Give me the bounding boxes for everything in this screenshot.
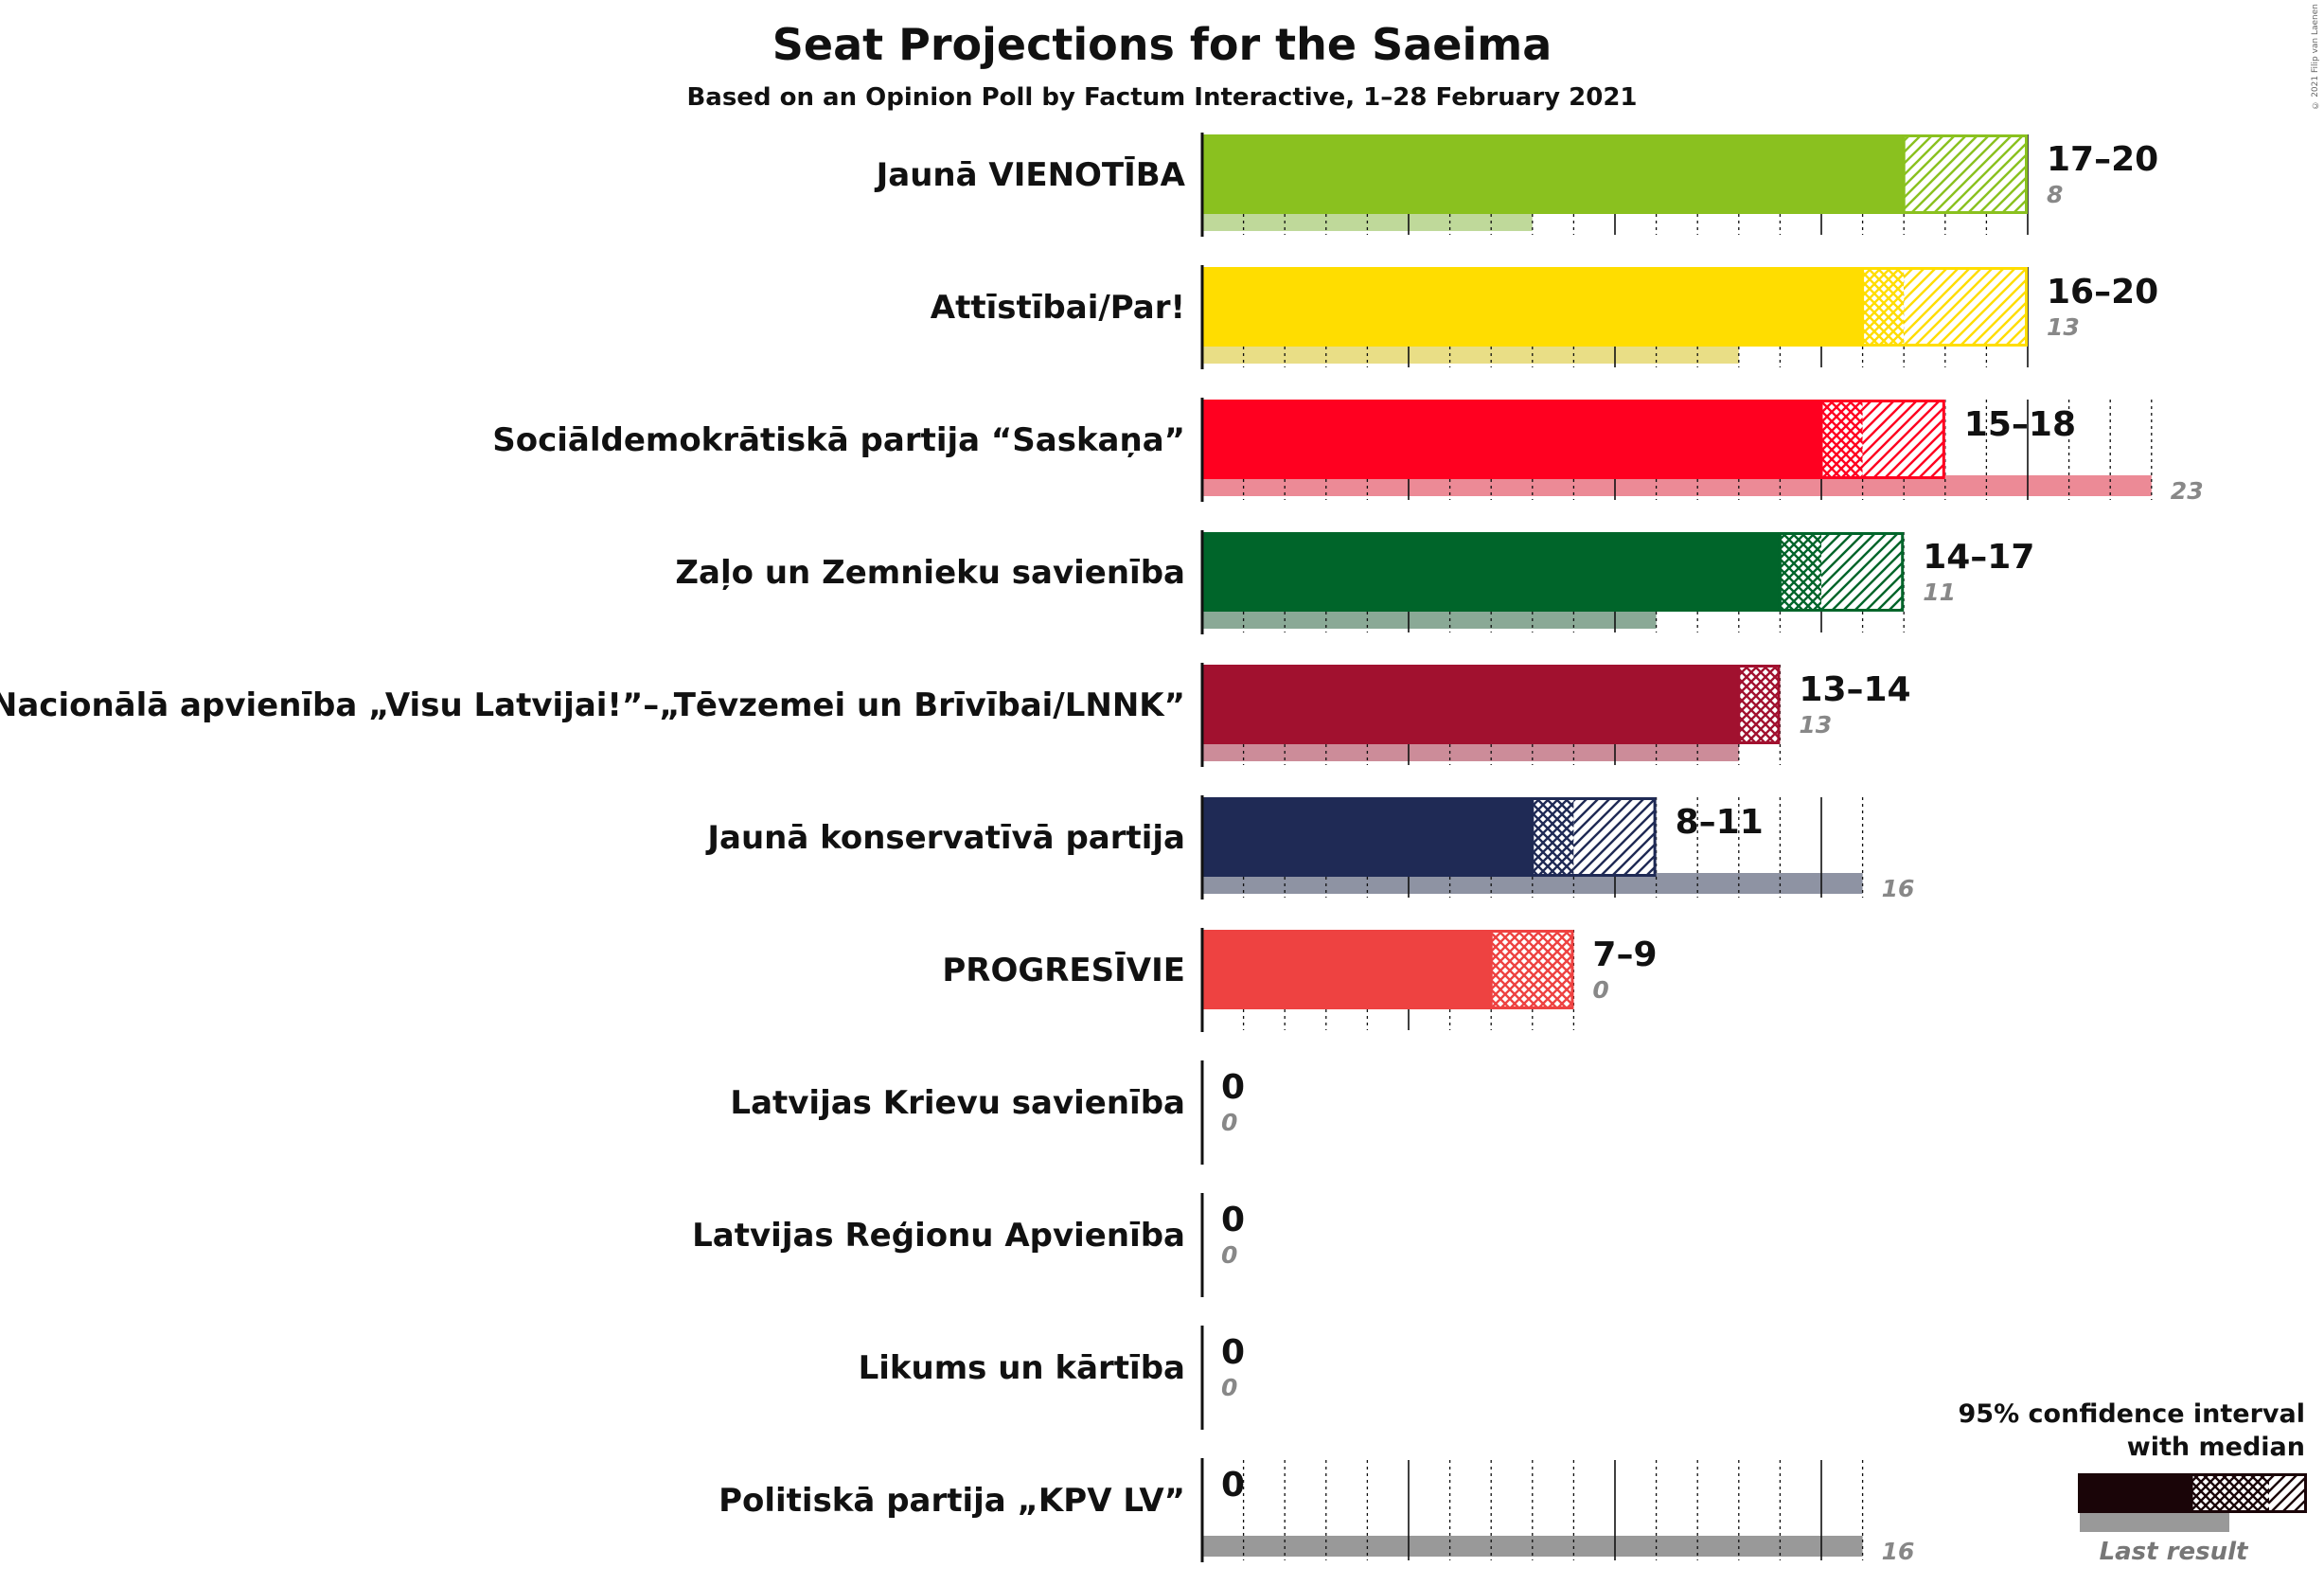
party-label: PROGRESĪVIE: [942, 952, 1185, 989]
party-label: Latvijas Krievu savienība: [730, 1084, 1185, 1122]
legend-ci-outline: [2190, 1473, 2307, 1513]
party-row: [1200, 663, 1782, 767]
ci-upper-segment: [1573, 797, 1657, 877]
range-label: 0: [1221, 1068, 1245, 1107]
ci-lower-segment: [1532, 797, 1574, 877]
ci-upper-segment: [1862, 400, 1945, 479]
legend-subtitle: with median: [2127, 1433, 2305, 1462]
legend-cross-swatch: [2191, 1473, 2269, 1513]
chart-subtitle: Based on an Opinion Poll by Factum Inter…: [686, 83, 1638, 112]
party-row: [1200, 795, 1864, 899]
party-label: Likums un kārtība: [859, 1349, 1185, 1387]
last-result-label: 8: [2047, 181, 2063, 208]
projection-bar-solid: [1202, 134, 1905, 214]
ci-outline: [1778, 532, 1905, 612]
ci-upper-segment: [1821, 532, 1905, 612]
party-row: [1200, 133, 2029, 237]
range-label: 7–9: [1592, 935, 1657, 974]
ci-upper-segment: [1904, 134, 2028, 214]
legend-solid-swatch: [2078, 1473, 2191, 1513]
projection-bar-solid: [1202, 665, 1739, 744]
legend-title: 95% confidence interval: [1959, 1399, 2305, 1429]
last-result-label: 0: [1221, 1374, 1237, 1401]
range-label: 17–20: [2047, 140, 2158, 179]
ci-lower-segment: [1821, 400, 1863, 479]
last-result-label: 11: [1923, 579, 1956, 606]
party-label: Nacionālā apvienība „Visu Latvijai!”–„Tē…: [0, 686, 1185, 724]
party-label: Jaunā VIENOTĪBA: [875, 156, 1186, 194]
projection-bar-solid: [1202, 532, 1781, 612]
projection-bar-solid: [1202, 400, 1821, 479]
ci-outline: [1861, 267, 2028, 347]
legend-last-label: Last result: [2100, 1538, 2249, 1566]
party-row: [1200, 398, 2153, 502]
projection-bar-solid: [1202, 797, 1533, 877]
party-row: [1200, 1458, 1864, 1562]
ci-upper-segment: [1904, 267, 2028, 347]
party-label: Attīstībai/Par!: [931, 289, 1185, 327]
ci-outline: [1902, 134, 2028, 214]
legend-last-swatch: [2080, 1511, 2229, 1532]
last-result-bar: [1202, 475, 2152, 496]
party-label: Jaunā konservatīvā partija: [705, 819, 1185, 857]
ci-lower-segment: [1491, 930, 1574, 1009]
range-label: 16–20: [2047, 273, 2158, 312]
range-label: 15–18: [1964, 405, 2076, 444]
party-row: [1200, 530, 1905, 634]
party-label: Politiskā partija „KPV LV”: [718, 1482, 1185, 1520]
ci-outline: [1531, 797, 1657, 877]
ci-lower-segment: [1780, 532, 1821, 612]
last-result-bar: [1202, 608, 1657, 629]
range-label: 13–14: [1799, 670, 1910, 709]
party-label: Latvijas Reģionu Apvienība: [692, 1217, 1185, 1255]
last-result-bar: [1202, 343, 1739, 364]
range-label: 0: [1221, 1333, 1245, 1372]
ci-lower-segment: [1738, 665, 1781, 744]
party-label: Sociāldemokrātiskā partija “Saskaņa”: [492, 421, 1185, 459]
party-row: [1200, 928, 1575, 1032]
range-label: 8–11: [1676, 803, 1764, 842]
last-result-label: 23: [2171, 477, 2204, 505]
range-label: 0: [1221, 1466, 1245, 1505]
last-result-label: 0: [1221, 1241, 1237, 1269]
legend: [2078, 1473, 2307, 1532]
party-row: [1200, 265, 2029, 369]
ci-lower-segment: [1862, 267, 1905, 347]
party-label: Zaļo un Zemnieku savienība: [675, 554, 1185, 592]
ci-outline: [1489, 930, 1574, 1009]
projection-bar-solid: [1202, 267, 1863, 347]
chart-title: Seat Projections for the Saeima: [772, 19, 1552, 70]
range-label: 0: [1221, 1201, 1245, 1239]
last-result-label: 13: [2047, 313, 2080, 341]
last-result-bar: [1202, 740, 1739, 761]
last-result-label: 13: [1799, 711, 1832, 739]
last-result-label: 0: [1592, 976, 1608, 1004]
last-result-label: 16: [1882, 1538, 1915, 1565]
projection-bar-solid: [1202, 930, 1492, 1009]
ci-outline: [1737, 665, 1781, 744]
last-result-label: 0: [1221, 1109, 1237, 1136]
legend-hatch-swatch: [2269, 1473, 2307, 1513]
ci-outline: [1819, 400, 1945, 479]
last-result-label: 16: [1882, 875, 1915, 902]
range-label: 14–17: [1923, 538, 2034, 577]
